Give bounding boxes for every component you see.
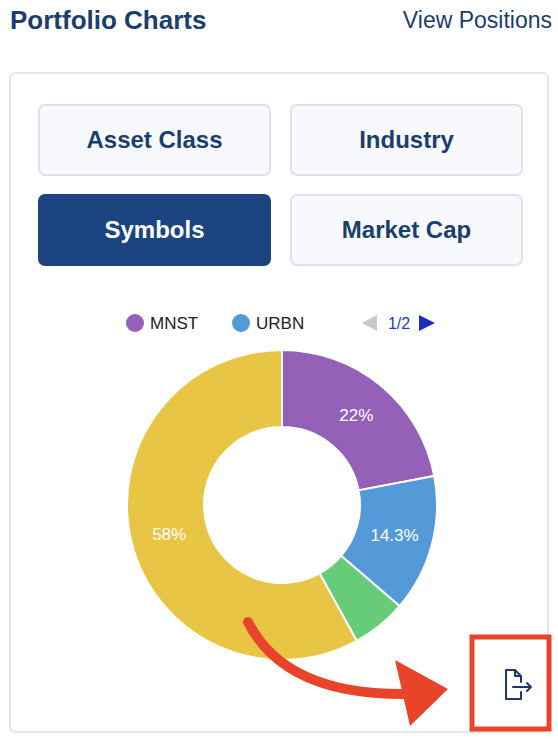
highlight-box [472,637,549,729]
view-positions-link[interactable]: View Positions [403,7,552,34]
legend-label: MNST [150,314,198,333]
slice [282,350,434,490]
export-icon[interactable] [506,670,531,699]
title: Portfolio Charts [10,5,206,36]
slice [127,350,357,660]
legend-swatch [126,314,144,332]
slices [127,350,437,660]
tab-button[interactable]: Market Cap [290,194,523,266]
pager-prev[interactable] [362,315,377,331]
pager-next[interactable] [419,315,435,331]
export-icon-arrow [513,683,531,691]
annotation-arrowhead [395,660,448,726]
legend-swatch [232,314,250,332]
tab-button[interactable]: Industry [290,104,523,176]
data-labels: 22% 14.3% 58% [152,406,419,545]
data-label: 14.3% [370,526,418,545]
export-icon-doc [506,670,521,699]
tab-button[interactable]: Asset Class [38,104,271,176]
data-label: 22% [339,406,373,425]
tab-button[interactable]: Symbols [38,194,271,266]
legend-label: URBN [256,314,304,333]
chart-svg: 22% 14.3% 58% MNST URBN 1/2 [0,0,558,742]
data-label: 58% [152,525,186,544]
pager-text: 1/2 [388,315,410,332]
legend: MNST URBN 1/2 [126,314,435,333]
annotation-arrow [248,622,405,694]
